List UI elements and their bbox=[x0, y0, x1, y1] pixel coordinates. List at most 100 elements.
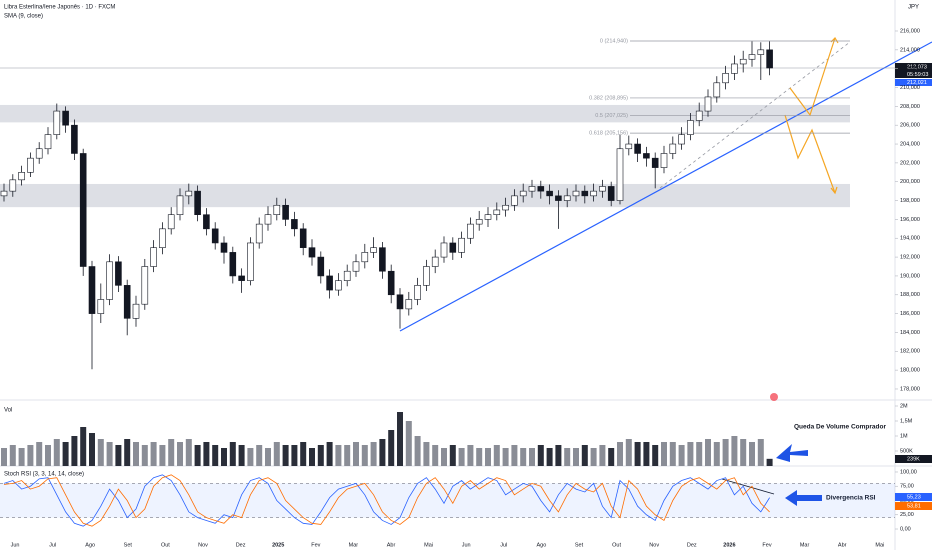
volume-bar bbox=[379, 439, 386, 466]
volume-bar bbox=[555, 445, 562, 466]
volume-bar bbox=[238, 445, 245, 466]
volume-bar bbox=[229, 442, 236, 466]
stoch-title: Stoch RSI (3, 3, 14, 14, close) bbox=[4, 472, 84, 478]
candle-body bbox=[643, 153, 650, 159]
volume-bar bbox=[476, 448, 483, 466]
value-box bbox=[895, 493, 932, 501]
volume-bar bbox=[141, 445, 148, 466]
volume-bar bbox=[485, 448, 491, 466]
fib-label: 0.618 (205,156) bbox=[589, 131, 628, 137]
volume-bar bbox=[168, 439, 175, 466]
candle-body bbox=[599, 186, 606, 192]
x-tick-label: Nov bbox=[198, 542, 208, 548]
event-icon[interactable] bbox=[770, 393, 778, 401]
volume-bar bbox=[370, 442, 377, 466]
candle-body bbox=[299, 228, 307, 248]
candle-body bbox=[79, 153, 87, 267]
fib-label: 0.382 (208,895) bbox=[589, 95, 628, 101]
volume-bar bbox=[27, 445, 34, 466]
volume-bar bbox=[617, 442, 623, 466]
volume-bar bbox=[643, 442, 650, 466]
candle-body bbox=[361, 252, 369, 263]
volume-bar bbox=[326, 442, 333, 466]
projection-up bbox=[789, 37, 836, 117]
volume-bar bbox=[757, 439, 764, 466]
value-label: 55,23 bbox=[907, 494, 921, 500]
y-tick-label: 190,000 bbox=[900, 273, 920, 279]
candle-body bbox=[123, 285, 131, 319]
x-tick-label: Mar bbox=[349, 542, 359, 548]
volume-bar bbox=[212, 445, 219, 466]
stoch-line bbox=[3, 474, 770, 527]
volume-bar bbox=[1, 448, 7, 466]
candle-body bbox=[273, 204, 281, 215]
candle-body bbox=[71, 124, 78, 154]
candle-body bbox=[238, 275, 245, 281]
volume-bar bbox=[432, 445, 439, 466]
x-tick-label: 2025 bbox=[272, 542, 284, 548]
indicator-label: SMA (9, close) bbox=[4, 14, 43, 20]
volume-bar bbox=[502, 448, 509, 466]
countdown-label: 05:59:03 bbox=[907, 72, 928, 78]
volume-bar bbox=[467, 445, 474, 466]
volume-bar bbox=[273, 442, 280, 466]
candle-body bbox=[449, 242, 457, 253]
y-tick-label: 186,000 bbox=[900, 311, 920, 317]
volume-bar bbox=[678, 445, 685, 466]
candle-body bbox=[423, 266, 430, 286]
volume-bar bbox=[36, 442, 43, 466]
candle-body bbox=[62, 110, 69, 126]
x-tick-label: Mai bbox=[424, 542, 433, 548]
y-tick-label: 206,000 bbox=[900, 123, 920, 129]
y-tick-label: 100,00 bbox=[900, 469, 917, 475]
y-tick-label: 0,00 bbox=[900, 526, 911, 532]
y-tick-label: 1M bbox=[900, 433, 908, 439]
y-tick-label: 500K bbox=[900, 448, 913, 454]
volume-bar bbox=[159, 445, 166, 466]
y-tick-label: 25,00 bbox=[900, 512, 914, 518]
volume-bar bbox=[590, 448, 597, 466]
volume-bar bbox=[520, 448, 527, 466]
volume-bar bbox=[53, 439, 60, 466]
stoch-band bbox=[0, 483, 895, 518]
volume-bar bbox=[713, 442, 720, 466]
arrow-head bbox=[830, 186, 838, 195]
sma-box bbox=[895, 79, 932, 86]
volume-bar bbox=[625, 439, 632, 466]
candle-body bbox=[757, 49, 765, 55]
candle-body bbox=[502, 204, 509, 211]
volume-bar bbox=[247, 448, 254, 466]
candle-body bbox=[132, 303, 140, 319]
volume-bar bbox=[185, 439, 192, 466]
volume-bar bbox=[449, 445, 456, 466]
y-tick-label: 204,000 bbox=[900, 141, 920, 147]
volume-bar bbox=[317, 445, 324, 466]
x-tick-label: Ago bbox=[537, 542, 547, 548]
candle-body bbox=[414, 285, 421, 300]
candle-body bbox=[616, 148, 624, 201]
candle-body bbox=[88, 266, 96, 314]
candle-body bbox=[396, 294, 404, 310]
dashed-line bbox=[659, 41, 851, 189]
volume-bar bbox=[89, 433, 95, 466]
volume-bar bbox=[150, 442, 157, 466]
candle-body bbox=[660, 153, 668, 168]
volume-bar bbox=[203, 442, 210, 466]
volume-bar bbox=[62, 442, 69, 466]
volume-bar bbox=[361, 445, 368, 466]
candle-body bbox=[625, 143, 633, 150]
sma-label: 212,021 bbox=[907, 80, 927, 86]
candle-body bbox=[326, 275, 333, 291]
volume-bar bbox=[300, 442, 307, 466]
volume-bar bbox=[705, 439, 711, 466]
candle-body bbox=[291, 219, 298, 230]
volume-bar bbox=[221, 448, 227, 466]
candle-body bbox=[475, 219, 483, 225]
candle-body bbox=[379, 247, 386, 272]
candle-body bbox=[590, 190, 597, 197]
candle-body bbox=[405, 299, 413, 310]
volume-bar bbox=[511, 445, 518, 466]
volume-bar bbox=[652, 445, 659, 466]
